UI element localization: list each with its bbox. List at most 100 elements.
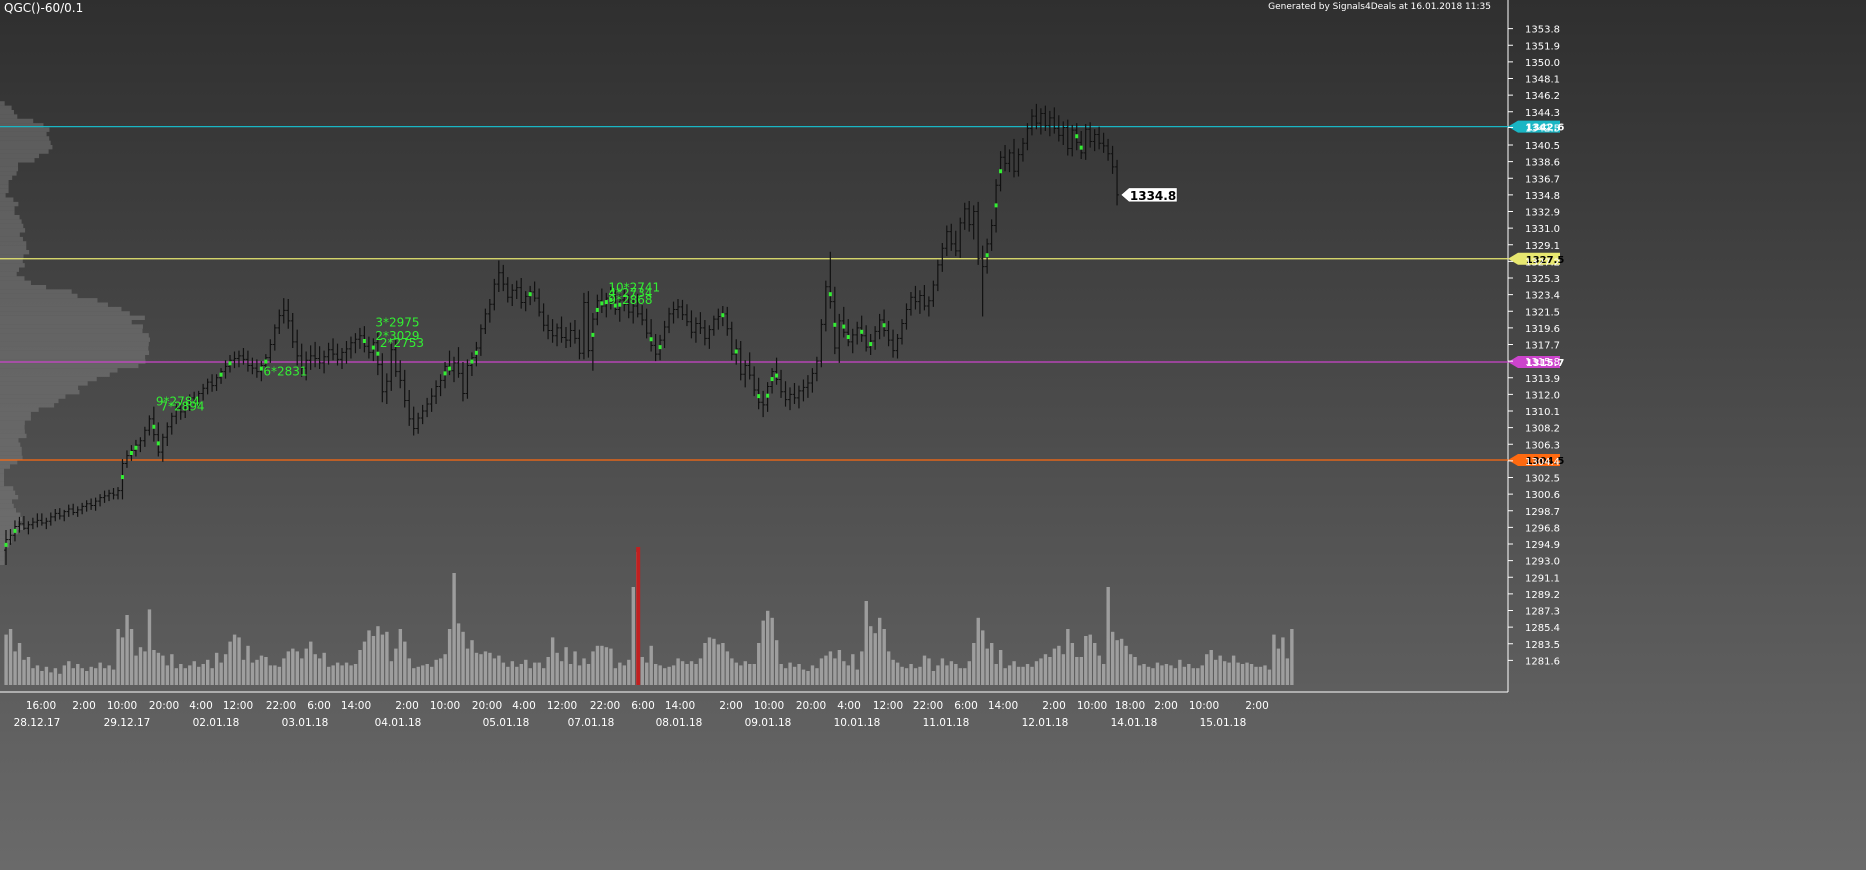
signal-marker xyxy=(757,394,761,399)
profile-bin xyxy=(0,429,25,434)
signal-marker xyxy=(129,451,133,455)
volume-bar xyxy=(1290,629,1294,685)
volume-bar xyxy=(712,638,716,685)
volume-bar xyxy=(380,634,385,685)
volume-bar xyxy=(515,666,519,685)
volume-bar xyxy=(1021,666,1025,685)
profile-bin xyxy=(0,460,18,465)
profile-bin xyxy=(0,193,6,198)
volume-bar xyxy=(1231,655,1236,685)
profile-bin xyxy=(0,197,14,202)
profile-bin xyxy=(0,385,79,390)
volume-bar xyxy=(783,668,788,685)
volume-bar xyxy=(1209,650,1213,685)
volume-bar xyxy=(1133,657,1137,685)
volume-bar xyxy=(994,664,998,685)
volume-bar xyxy=(483,651,488,685)
volume-bar xyxy=(967,661,971,685)
level-tag xyxy=(1508,252,1560,265)
volume-bar xyxy=(53,668,58,685)
profile-bin xyxy=(0,267,19,272)
volume-bar xyxy=(851,654,855,685)
profile-bin xyxy=(0,495,19,500)
signal-marker xyxy=(734,349,738,354)
volume-bar xyxy=(860,651,864,685)
x-time-label: 18:00 xyxy=(1115,700,1145,712)
volume-bar xyxy=(1245,662,1249,685)
volume-bar xyxy=(210,668,214,685)
profile-bin xyxy=(0,206,15,211)
y-tick-label: 1344.3 xyxy=(1525,108,1560,119)
volume-bar xyxy=(739,665,743,685)
volume-bar xyxy=(586,664,591,685)
volume-bar xyxy=(600,645,604,685)
profile-bin xyxy=(0,420,25,425)
volume-bar xyxy=(183,668,187,685)
volume-bar xyxy=(1070,643,1075,685)
volume-bar xyxy=(1128,654,1133,685)
volume-bar xyxy=(801,669,806,685)
x-date-label: 10.01.18 xyxy=(834,717,881,729)
volume-bar xyxy=(120,637,125,685)
volume-bar xyxy=(1119,638,1124,685)
volume-bar xyxy=(116,629,120,685)
profile-bin xyxy=(0,188,9,194)
signal-marker xyxy=(833,322,837,327)
signal-marker xyxy=(595,307,599,312)
volume-bar xyxy=(40,671,44,685)
level-label: 1315.7 xyxy=(1526,358,1565,369)
signal-marker xyxy=(618,302,622,307)
volume-bar xyxy=(640,657,644,685)
profile-bin xyxy=(0,298,98,303)
volume-bar xyxy=(425,664,429,685)
y-tick-label: 1334.8 xyxy=(1525,191,1560,202)
profile-bin xyxy=(0,530,18,535)
volume-bar xyxy=(470,640,474,685)
volume-bar xyxy=(1115,640,1119,685)
volume-bar xyxy=(1218,655,1222,685)
volume-bar xyxy=(403,641,407,685)
volume-bar xyxy=(255,659,259,685)
profile-bin xyxy=(0,481,5,487)
volume-bar xyxy=(412,668,416,685)
y-tick-label: 1310.1 xyxy=(1525,407,1560,418)
volume-bar xyxy=(1124,645,1128,685)
volume-bar xyxy=(129,629,134,685)
x-time-label: 20:00 xyxy=(472,700,502,712)
volume-bar xyxy=(1106,587,1110,685)
volume-bar xyxy=(62,665,67,685)
x-date-label: 29.12.17 xyxy=(104,717,151,729)
profile-bin xyxy=(0,162,19,167)
volume-bar xyxy=(797,664,801,685)
volume-bar xyxy=(1012,661,1016,685)
volume-bar xyxy=(331,665,335,685)
profile-bin xyxy=(0,219,22,224)
x-date-label: 07.01.18 xyxy=(568,717,615,729)
y-tick-label: 1348.1 xyxy=(1525,75,1560,86)
signal-label: 9*2784 xyxy=(156,394,200,408)
y-tick-label: 1294.9 xyxy=(1525,540,1560,551)
y-tick-label: 1287.3 xyxy=(1525,607,1560,618)
volume-bar xyxy=(550,637,555,685)
volume-bar xyxy=(102,668,107,685)
profile-bin xyxy=(0,302,108,307)
volume-bar xyxy=(318,658,322,685)
y-tick-label: 1331.0 xyxy=(1525,224,1560,235)
volume-bar xyxy=(533,662,537,685)
profile-bin xyxy=(0,411,31,417)
profile-bin xyxy=(0,110,14,115)
signal-marker xyxy=(869,342,873,347)
profile-bin xyxy=(0,114,18,119)
profile-bin xyxy=(0,433,27,439)
profile-bin xyxy=(0,372,110,377)
y-tick-label: 1306.3 xyxy=(1525,440,1560,451)
volume-bar xyxy=(524,659,528,685)
level-label: 1304.5 xyxy=(1526,456,1565,467)
profile-bin xyxy=(0,425,25,430)
volume-bar xyxy=(22,659,26,685)
volume-bar xyxy=(1281,637,1285,685)
profile-bin xyxy=(0,363,139,369)
